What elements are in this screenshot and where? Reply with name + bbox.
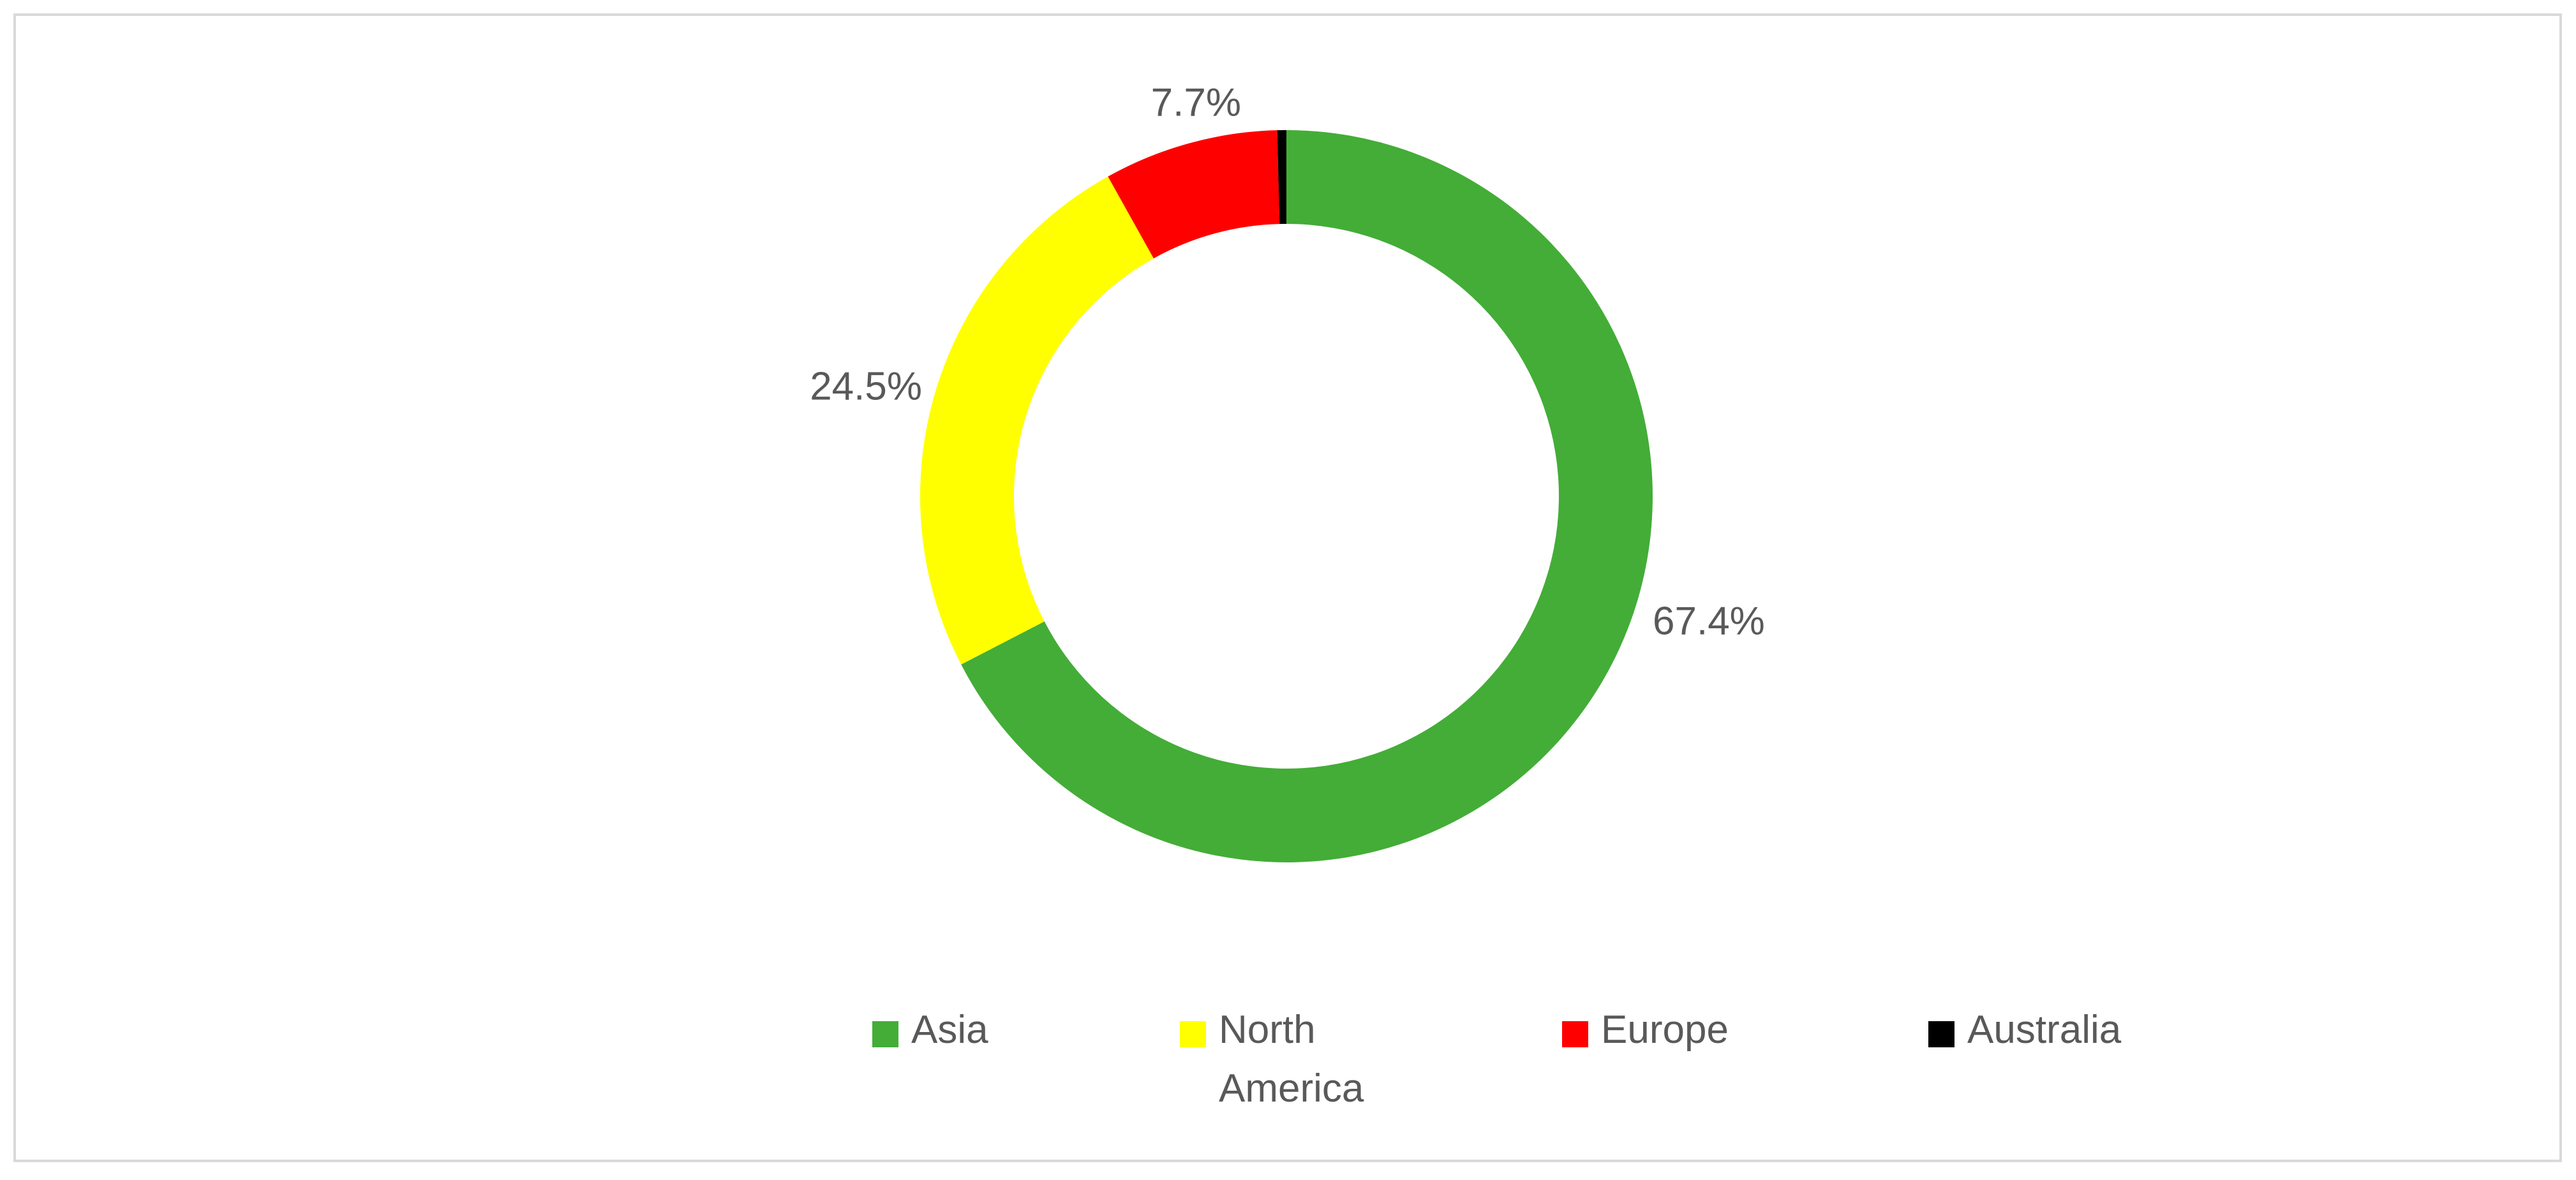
legend-item: Australia (1928, 1008, 2159, 1059)
legend-swatch (1562, 1021, 1588, 1047)
legend-item: Asia (872, 1008, 1103, 1059)
data-label: 7.7% (1151, 80, 1241, 124)
legend-item: Europe (1562, 1008, 1792, 1059)
legend-label: Asia (911, 1008, 988, 1052)
legend-label: North America (1219, 1008, 1364, 1110)
chart-frame (13, 13, 2562, 1162)
data-label: 24.5% (810, 364, 922, 408)
legend-swatch (1180, 1021, 1206, 1047)
legend-label: Europe (1601, 1008, 1729, 1052)
data-label: 67.4% (1653, 599, 1765, 643)
donut-slice (1108, 130, 1280, 259)
legend-label: Australia (1967, 1008, 2122, 1052)
legend-swatch (1928, 1021, 1954, 1047)
donut-slice (919, 176, 1154, 665)
legend-item: North America (1180, 1008, 1410, 1118)
donut-slice (1277, 130, 1286, 225)
legend-swatch (872, 1021, 898, 1047)
